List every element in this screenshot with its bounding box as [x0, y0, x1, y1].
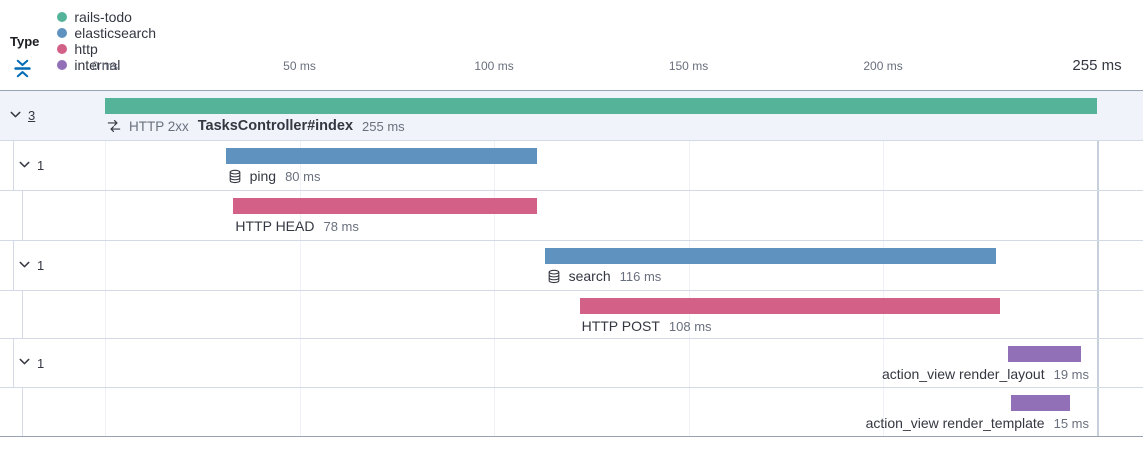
gridline-50ms	[299, 90, 301, 436]
span-bar[interactable]	[225, 148, 537, 164]
span-label: ping 80 ms	[228, 168, 321, 184]
span-name: search	[568, 268, 611, 284]
tree-indent-line	[22, 388, 23, 436]
span-bar[interactable]	[105, 98, 1097, 114]
legend-label: internal	[74, 57, 121, 73]
axis-tick-label-255ms: 255 ms	[1072, 57, 1122, 74]
span-label: search 116 ms	[547, 268, 662, 284]
database-icon	[547, 269, 561, 284]
waterfall-row-action-view-render-template[interactable]: action_view render_template 15 ms	[0, 387, 1143, 436]
legend-dot-elasticsearch	[57, 28, 68, 38]
chevron-down-icon	[17, 157, 32, 175]
legend-item-rails-todo: rails-todo	[57, 9, 156, 25]
chevron-down-icon	[8, 107, 23, 125]
timeline-axis: 0 ms 50 ms 100 ms 150 ms 200 ms 255 ms	[0, 48, 1143, 90]
span-label: action_view render_layout 19 ms	[882, 366, 1089, 382]
span-name: TasksController#index	[197, 118, 354, 134]
tree-indent-line	[13, 241, 14, 290]
span-label: HTTP 2xx TasksController#index 255 ms	[107, 118, 405, 134]
waterfall-rows: 3 HTTP 2xx TasksController#index 255 ms 1 pin…	[0, 90, 1143, 437]
span-name: action_view render_template	[865, 415, 1045, 431]
accordion-toggle[interactable]: 1	[17, 157, 44, 175]
span-label: HTTP POST 108 ms	[582, 318, 712, 334]
legend-dot-rails-todo	[57, 12, 68, 22]
waterfall-row-http-head[interactable]: HTTP HEAD 78 ms	[0, 190, 1143, 240]
span-label: action_view render_template 15 ms	[866, 415, 1089, 431]
type-legend: Type rails-todo elasticsearch http internal	[10, 9, 170, 73]
transaction-icon	[107, 119, 121, 133]
gridline-255ms	[1097, 90, 1099, 436]
span-bar[interactable]	[579, 298, 1000, 314]
chevron-down-icon	[17, 354, 32, 372]
axis-tick-label-50ms: 50 ms	[283, 59, 316, 73]
span-duration: 19 ms	[1053, 366, 1089, 382]
axis-tick-label-150ms: 150 ms	[668, 59, 709, 73]
legend-label: rails-todo	[74, 9, 132, 25]
waterfall-row-search[interactable]: 1 search 116 ms	[0, 240, 1143, 290]
span-bar[interactable]	[544, 248, 996, 264]
axis-tick-label-0ms: 0 ms	[91, 59, 119, 73]
span-name: action_view render_layout	[881, 366, 1045, 382]
gridline-0ms	[105, 90, 106, 436]
span-name: ping	[249, 168, 277, 184]
legend-label: http	[74, 41, 98, 57]
span-duration: 108 ms	[668, 318, 712, 334]
waterfall-row-http-post[interactable]: HTTP POST 108 ms	[0, 290, 1143, 338]
legend-item-internal: internal	[57, 57, 156, 73]
span-prefix: HTTP 2xx	[129, 118, 189, 134]
children-count-badge[interactable]: 1	[37, 355, 45, 371]
waterfall-row-ping[interactable]: 1 ping 80 ms	[0, 140, 1143, 190]
accordion-toggle[interactable]: 1	[17, 354, 44, 372]
waterfall-row-action-view-render-layout[interactable]: 1 action_view render_layout 19 ms	[0, 338, 1143, 387]
accordion-toggle[interactable]: 3	[8, 107, 35, 125]
children-count-badge[interactable]: 3	[28, 108, 36, 123]
axis-tick-label-100ms: 100 ms	[474, 59, 514, 73]
span-duration: 15 ms	[1053, 415, 1089, 431]
legend-item-http: http	[57, 41, 156, 57]
tree-indent-line	[13, 141, 14, 190]
legend-label: elasticsearch	[74, 25, 157, 41]
span-bar[interactable]	[1011, 395, 1070, 411]
span-duration: 78 ms	[323, 218, 359, 234]
tree-indent-line	[22, 291, 23, 338]
tree-indent-line	[13, 339, 14, 387]
gridline-100ms	[494, 90, 496, 436]
database-icon	[228, 169, 242, 184]
axis-tick-label-200ms: 200 ms	[863, 59, 903, 73]
fold-icon	[13, 59, 32, 81]
collapse-all-button[interactable]	[11, 57, 34, 80]
span-name: HTTP POST	[581, 318, 660, 334]
span-bar[interactable]	[1007, 346, 1082, 362]
span-bar[interactable]	[233, 198, 537, 214]
span-duration: 255 ms	[362, 118, 405, 134]
span-duration: 116 ms	[619, 268, 662, 284]
children-count-badge[interactable]: 1	[37, 158, 45, 173]
legend-items: rails-todo elasticsearch http internal	[57, 9, 170, 73]
legend-item-elasticsearch: elasticsearch	[57, 25, 156, 41]
tree-indent-line	[22, 191, 23, 240]
waterfall-row-taskscontroller-index[interactable]: 3 HTTP 2xx TasksController#index 255 ms	[0, 90, 1143, 140]
span-name: HTTP HEAD	[235, 218, 315, 234]
accordion-toggle[interactable]: 1	[17, 257, 44, 275]
legend-title: Type	[10, 33, 40, 49]
span-duration: 80 ms	[285, 168, 321, 184]
legend-dot-http	[57, 44, 68, 54]
span-label: HTTP HEAD 78 ms	[235, 218, 359, 234]
children-count-badge[interactable]: 1	[37, 258, 45, 273]
legend-dot-internal	[57, 60, 68, 70]
chevron-down-icon	[17, 257, 32, 275]
